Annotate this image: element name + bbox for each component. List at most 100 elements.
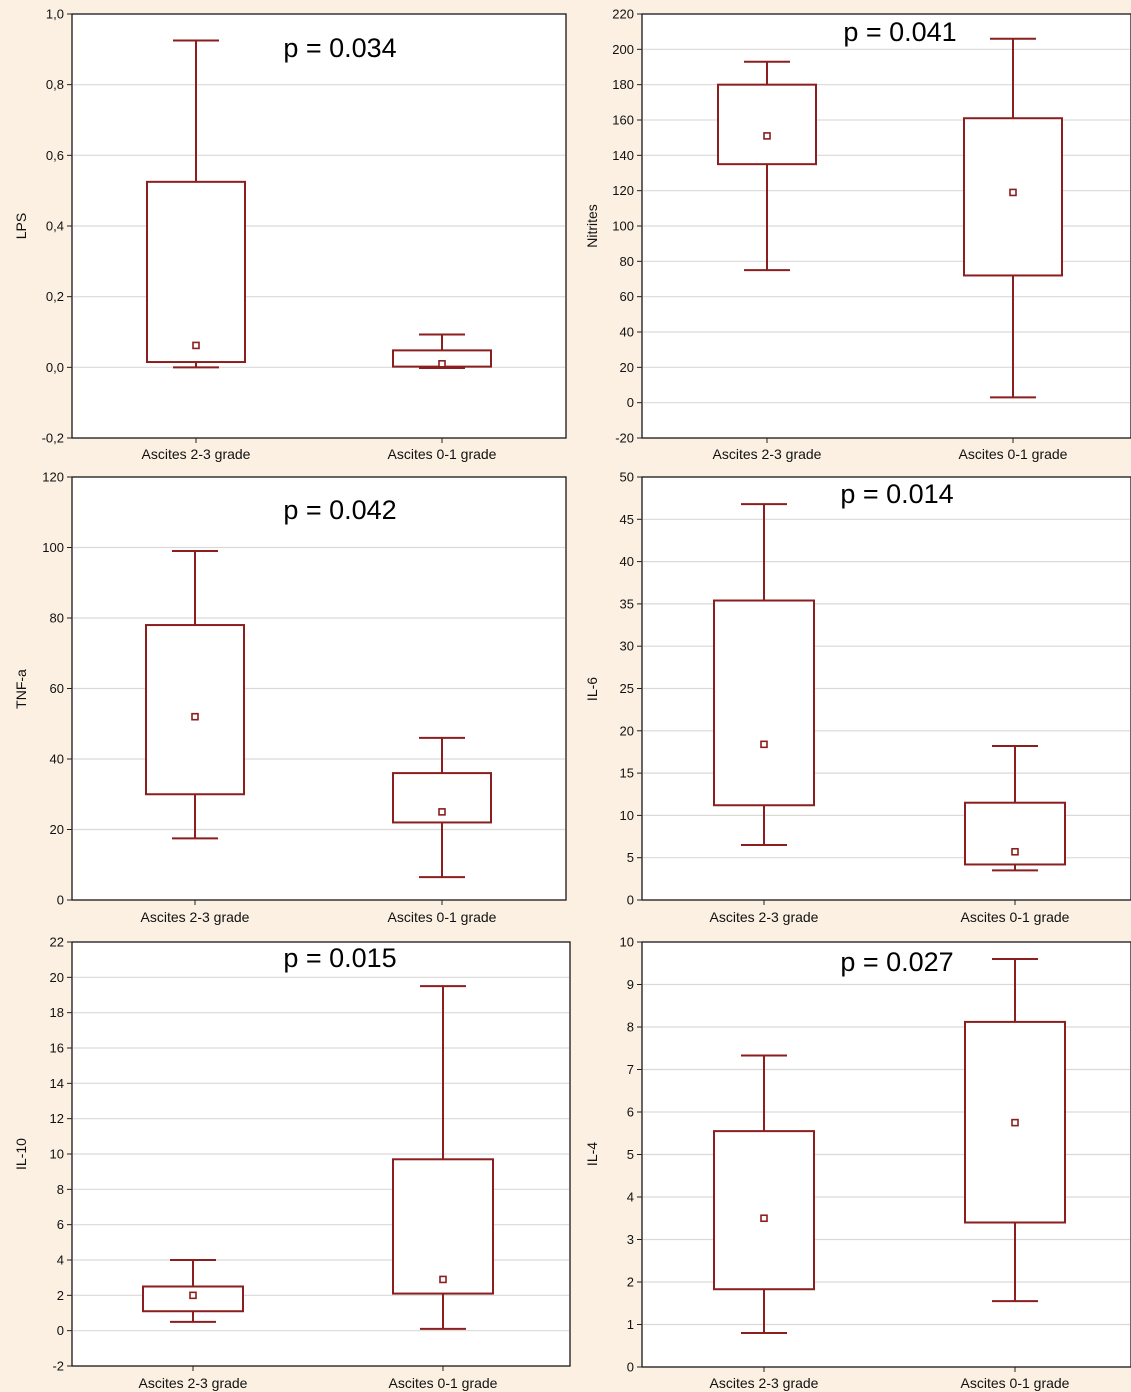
median-marker xyxy=(1009,188,1017,197)
y-tick-label: 20 xyxy=(620,723,634,738)
y-tick-label: 22 xyxy=(50,935,64,950)
p-value-annotation: p = 0.027 xyxy=(840,947,953,977)
y-axis-label: IL-10 xyxy=(13,1138,29,1170)
y-tick-label: 0 xyxy=(627,893,634,908)
box-ascites-2-3 xyxy=(713,503,815,847)
box-ascites-2-3 xyxy=(142,1259,244,1323)
box-ascites-2-3 xyxy=(146,39,246,369)
y-tick-label: 2 xyxy=(627,1275,634,1290)
y-tick-label: 0,6 xyxy=(46,148,64,163)
y-tick-label: -20 xyxy=(615,431,634,446)
box-ascites-0-1 xyxy=(392,333,492,370)
median-marker xyxy=(189,1291,197,1300)
x-category-label: Ascites 0-1 grade xyxy=(388,446,497,462)
y-tick-label: 5 xyxy=(627,850,634,865)
box-ascites-0-1 xyxy=(963,37,1063,399)
x-category-label: Ascites 2-3 grade xyxy=(139,1375,248,1391)
y-tick-label: 120 xyxy=(42,470,64,485)
y-tick-label: 10 xyxy=(50,1147,64,1162)
y-tick-label: 100 xyxy=(612,219,634,234)
p-value-annotation: p = 0.034 xyxy=(283,33,396,63)
y-tick-label: 100 xyxy=(42,540,64,555)
y-tick-label: -0,2 xyxy=(42,431,64,446)
plot-frame xyxy=(71,941,571,1367)
y-tick-label: 6 xyxy=(627,1105,634,1120)
median-marker xyxy=(760,740,768,749)
median-marker xyxy=(191,712,199,721)
y-tick-label: 6 xyxy=(57,1217,64,1232)
interquartile-box xyxy=(713,599,815,807)
plot-frame xyxy=(71,476,567,901)
x-category-label: Ascites 0-1 grade xyxy=(961,1375,1070,1391)
p-value-annotation: p = 0.042 xyxy=(283,495,396,525)
median-marker xyxy=(192,341,200,350)
y-tick-label: 7 xyxy=(627,1062,634,1077)
x-category-label: Ascites 0-1 grade xyxy=(961,909,1070,925)
median-marker xyxy=(760,1214,768,1223)
y-tick-label: 0 xyxy=(57,1323,64,1338)
x-category-label: Ascites 2-3 grade xyxy=(141,909,250,925)
y-tick-label: 30 xyxy=(620,639,634,654)
y-tick-label: 0,8 xyxy=(46,77,64,92)
y-tick-label: 180 xyxy=(612,77,634,92)
y-tick-label: 0 xyxy=(57,893,64,908)
y-tick-label: 200 xyxy=(612,42,634,57)
y-tick-label: 1,0 xyxy=(46,7,64,22)
box-ascites-2-3 xyxy=(717,60,817,272)
box-ascites-0-1 xyxy=(392,736,492,879)
y-tick-label: 12 xyxy=(50,1111,64,1126)
y-tick-label: 140 xyxy=(612,148,634,163)
y-tick-label: 20 xyxy=(50,822,64,837)
y-tick-label: 2 xyxy=(57,1288,64,1303)
interquartile-box xyxy=(146,180,246,364)
y-tick-label: 16 xyxy=(50,1041,64,1056)
y-tick-label: 120 xyxy=(612,183,634,198)
interquartile-box xyxy=(717,83,817,166)
y-tick-label: 0,4 xyxy=(46,219,64,234)
y-tick-label: 60 xyxy=(620,289,634,304)
x-category-label: Ascites 2-3 grade xyxy=(713,446,822,462)
y-tick-label: 0,2 xyxy=(46,289,64,304)
y-tick-label: 45 xyxy=(620,512,634,527)
y-tick-label: 18 xyxy=(50,1005,64,1020)
box-ascites-2-3 xyxy=(713,1054,815,1334)
y-tick-label: 60 xyxy=(50,681,64,696)
y-tick-label: 20 xyxy=(620,360,634,375)
chart-panel-lps: -0,2 0,0 0,2 0,4 0,6 0,8 1,0 Ascites 2-3 grade A… xyxy=(13,7,567,462)
y-tick-label: 3 xyxy=(627,1232,634,1247)
y-tick-label: 40 xyxy=(50,752,64,767)
p-value-annotation: p = 0.015 xyxy=(283,943,396,973)
interquartile-box xyxy=(964,801,1066,866)
y-tick-label: -2 xyxy=(52,1359,64,1374)
y-tick-label: 10 xyxy=(620,935,634,950)
chart-panel-nitrites: -20 0 20 40 60 80 100 120 140 160 180 200 220 Ascites… xyxy=(584,7,1131,462)
y-tick-label: 5 xyxy=(627,1147,634,1162)
p-value-annotation: p = 0.041 xyxy=(843,17,956,47)
plot-frame xyxy=(641,941,1131,1368)
x-category-label: Ascites 0-1 grade xyxy=(389,1375,498,1391)
plot-frame xyxy=(641,476,1131,901)
median-marker xyxy=(438,808,446,816)
chart-panel-tnf-a: 0 20 40 60 80 100 120 Ascites 2-3 grade Ascites … xyxy=(13,470,567,925)
y-tick-label: 40 xyxy=(620,325,634,340)
median-marker xyxy=(1011,847,1019,856)
y-tick-label: 0 xyxy=(627,1360,634,1375)
y-axis-label: LPS xyxy=(13,213,29,239)
y-tick-label: 15 xyxy=(620,766,634,781)
y-tick-label: 4 xyxy=(57,1253,64,1268)
y-tick-label: 14 xyxy=(50,1076,64,1091)
interquartile-box xyxy=(713,1130,815,1291)
interquartile-box xyxy=(392,1158,494,1295)
x-category-label: Ascites 2-3 grade xyxy=(710,909,819,925)
chart-panel-il-10: -2 0 2 4 6 8 10 12 14 16 18 20 22 Ascites 2-3 grade As… xyxy=(13,935,571,1391)
y-axis-label: TNF-a xyxy=(13,669,29,709)
y-tick-label: 40 xyxy=(620,554,634,569)
x-category-label: Ascites 0-1 grade xyxy=(388,909,497,925)
y-tick-label: 8 xyxy=(57,1182,64,1197)
p-value-annotation: p = 0.014 xyxy=(840,479,953,509)
y-tick-label: 160 xyxy=(612,113,634,128)
interquartile-box xyxy=(145,624,245,796)
y-tick-label: 35 xyxy=(620,596,634,611)
chart-panel-il-6: 0 5 10 15 20 25 30 35 40 45 50 Ascites 2-3 grade Asc… xyxy=(584,470,1131,925)
